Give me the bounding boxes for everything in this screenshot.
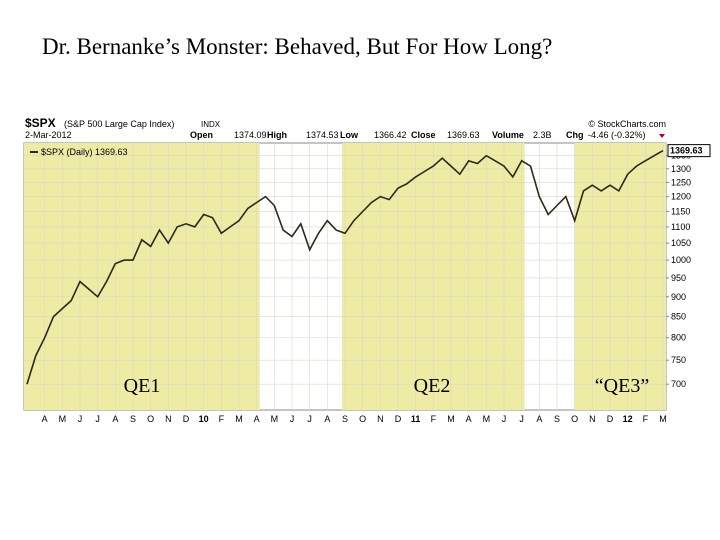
- source: © StockCharts.com: [588, 119, 666, 129]
- qe-annotation: QE2: [414, 375, 451, 397]
- price-line: [26, 149, 664, 385]
- last-value-label: 1369.63: [670, 146, 703, 156]
- down-marker: [659, 134, 665, 138]
- x-tick-label: J: [95, 414, 100, 424]
- x-tick-label: M: [659, 414, 667, 424]
- x-tick-label: D: [395, 414, 402, 424]
- y-tick-label: 1100: [671, 222, 690, 232]
- x-tick-label: N: [589, 414, 596, 424]
- x-tick-label: 10: [199, 414, 209, 424]
- qe-band: [24, 143, 260, 410]
- exchange: INDX: [201, 120, 221, 129]
- x-tick-label: M: [271, 414, 279, 424]
- quote-value: 1374.09: [234, 130, 267, 140]
- y-tick-label: 1200: [671, 192, 691, 202]
- quote-label: Open: [190, 130, 213, 140]
- y-tick-label: 850: [671, 312, 686, 322]
- x-tick-label: J: [290, 414, 295, 424]
- x-tick-label: A: [466, 414, 472, 424]
- x-tick-label: O: [359, 414, 366, 424]
- x-tick-label: D: [607, 414, 614, 424]
- qe-band: [574, 143, 666, 410]
- x-tick-label: D: [183, 414, 190, 424]
- x-tick-label: N: [377, 414, 384, 424]
- quote-label: Close: [411, 130, 436, 140]
- y-tick-label: 750: [671, 355, 686, 365]
- quote-value: 1366.42: [374, 130, 407, 140]
- x-tick-label: M: [447, 414, 455, 424]
- x-tick-label: O: [147, 414, 154, 424]
- symbol: $SPX: [25, 116, 56, 130]
- y-tick-label: 1150: [671, 206, 690, 216]
- x-tick-label: 12: [623, 414, 633, 424]
- quote-label: Low: [340, 130, 359, 140]
- x-tick-label: O: [571, 414, 578, 424]
- x-tick-label: A: [324, 414, 330, 424]
- x-tick-label: S: [554, 414, 560, 424]
- y-tick-label: 1250: [671, 177, 691, 187]
- x-tick-label: M: [483, 414, 491, 424]
- x-tick-label: J: [519, 414, 524, 424]
- x-tick-label: M: [235, 414, 243, 424]
- x-tick-label: N: [165, 414, 172, 424]
- y-tick-label: 1000: [671, 255, 691, 265]
- qe-annotation: QE1: [124, 375, 161, 397]
- x-tick-label: J: [307, 414, 312, 424]
- quote-label: Volume: [492, 130, 524, 140]
- quote-value: 1374.53: [306, 130, 339, 140]
- slide-title: Dr. Bernanke’s Monster: Behaved, But For…: [42, 34, 553, 59]
- x-tick-label: A: [112, 414, 118, 424]
- y-tick-label: 700: [671, 379, 686, 389]
- y-tick-label: 1050: [671, 238, 691, 248]
- x-tick-label: A: [536, 414, 542, 424]
- x-tick-label: A: [254, 414, 260, 424]
- quote-label: High: [267, 130, 287, 140]
- x-tick-label: F: [431, 414, 437, 424]
- legend-label: $SPX (Daily) 1369.63: [41, 147, 128, 157]
- quote-label: Chg: [566, 130, 584, 140]
- x-tick-label: S: [130, 414, 136, 424]
- x-tick-label: M: [59, 414, 67, 424]
- quote-value: -4.46 (-0.32%): [588, 130, 646, 140]
- symbol-name: (S&P 500 Large Cap Index): [64, 119, 174, 129]
- x-tick-label: 11: [411, 414, 421, 424]
- quote-value: 1369.63: [447, 130, 480, 140]
- x-tick-label: J: [502, 414, 507, 424]
- x-tick-label: A: [42, 414, 48, 424]
- x-tick-label: F: [219, 414, 225, 424]
- date: 2-Mar-2012: [25, 130, 72, 140]
- y-tick-label: 1300: [671, 164, 691, 174]
- x-tick-label: S: [342, 414, 348, 424]
- y-tick-label: 800: [671, 333, 686, 343]
- x-tick-label: J: [78, 414, 83, 424]
- y-tick-label: 900: [671, 292, 686, 302]
- last-value-box: [667, 144, 711, 158]
- quote-value: 2.3B: [533, 130, 552, 140]
- x-tick-label: F: [643, 414, 649, 424]
- qe-annotation: “QE3”: [595, 375, 649, 397]
- y-tick-label: 950: [671, 273, 686, 283]
